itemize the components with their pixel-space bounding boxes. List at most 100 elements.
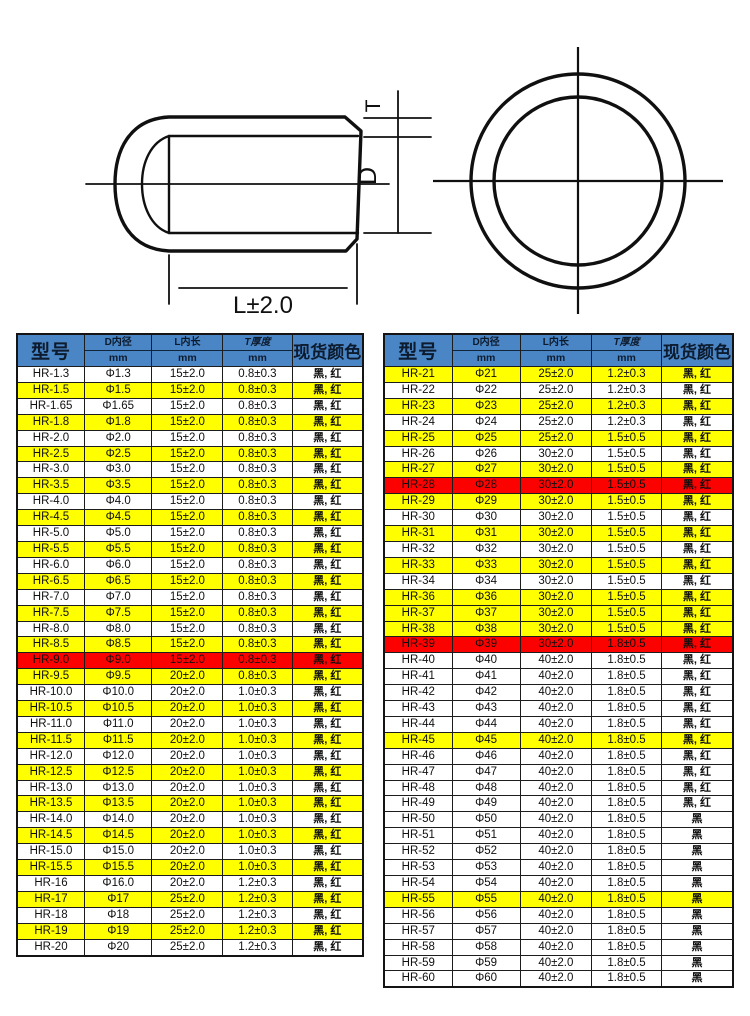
spec-row: HR-14.0 Φ14.0 20±2.0 1.0±0.3 黑, 红 [16, 811, 364, 829]
cell-stock-colors: 黑 [660, 890, 734, 908]
cell-stock-colors: 黑, 红 [660, 668, 734, 686]
spec-row: HR-53 Φ53 40±2.0 1.8±0.5 黑 [383, 859, 734, 876]
spec-row: HR-25 Φ25 25±2.0 1.5±0.5 黑, 红 [383, 429, 734, 447]
cell-model: HR-31 [383, 525, 453, 542]
cell-inner-diameter: Φ17 [83, 890, 153, 908]
cell-thickness: 1.0±0.3 [222, 731, 293, 749]
cell-stock-colors: 黑, 红 [660, 779, 734, 797]
cell-stock-colors: 黑, 红 [660, 556, 734, 574]
cell-inner-diameter: Φ1.5 [83, 381, 153, 399]
cell-inner-diameter: Φ31 [451, 525, 521, 542]
cell-stock-colors: 黑, 红 [291, 763, 364, 781]
cell-inner-diameter: Φ55 [451, 890, 521, 908]
spec-row: HR-54 Φ54 40±2.0 1.8±0.5 黑 [383, 875, 734, 892]
cell-thickness: 1.8±0.5 [591, 938, 662, 956]
cell-stock-colors: 黑, 红 [660, 636, 734, 654]
cell-inner-length: 20±2.0 [151, 715, 224, 733]
cell-inner-diameter: Φ3.5 [83, 477, 153, 495]
header-row: 型号 D内径 mm L内长 mm T厚度 mm 现货颜色 [16, 333, 364, 367]
cell-thickness: 1.5±0.5 [591, 477, 662, 495]
cell-inner-length: 30±2.0 [519, 461, 593, 479]
cell-stock-colors: 黑, 红 [291, 556, 364, 574]
cell-inner-length: 20±2.0 [151, 763, 224, 781]
cell-model: HR-47 [383, 763, 453, 781]
cell-inner-length: 30±2.0 [519, 636, 593, 654]
spec-row: HR-28 Φ28 30±2.0 1.5±0.5 黑, 红 [383, 477, 734, 495]
cell-model: HR-51 [383, 827, 453, 845]
cell-inner-length: 40±2.0 [519, 715, 593, 733]
column-header-l-unit: mm [546, 352, 566, 364]
spec-table-left-body: HR-1.3 Φ1.3 15±2.0 0.8±0.3 黑, 红 HR-1.5 Φ1.5 15±… [16, 366, 364, 957]
cell-inner-diameter: Φ7.0 [83, 588, 153, 606]
cell-inner-diameter: Φ56 [451, 906, 521, 924]
spec-row: HR-13.5 Φ13.5 20±2.0 1.0±0.3 黑, 红 [16, 795, 364, 813]
column-header-stock-colors: 现货颜色 [291, 333, 364, 367]
cell-inner-diameter: Φ5.0 [83, 525, 153, 542]
spec-row: HR-1.3 Φ1.3 15±2.0 0.8±0.3 黑, 红 [16, 366, 364, 383]
cell-stock-colors: 黑, 红 [660, 366, 734, 383]
cell-stock-colors: 黑, 红 [660, 747, 734, 765]
cell-inner-diameter: Φ8.5 [83, 636, 153, 654]
cell-inner-length: 15±2.0 [151, 525, 224, 542]
cell-inner-diameter: Φ33 [451, 556, 521, 574]
cell-inner-length: 25±2.0 [519, 381, 593, 399]
cell-model: HR-57 [383, 922, 453, 940]
cell-inner-diameter: Φ28 [451, 477, 521, 495]
spec-row: HR-12.0 Φ12.0 20±2.0 1.0±0.3 黑, 红 [16, 747, 364, 765]
cell-model: HR-28 [383, 477, 453, 495]
cell-thickness: 1.8±0.5 [591, 811, 662, 829]
cell-model: HR-3.0 [16, 461, 85, 479]
spec-row: HR-4.5 Φ4.5 15±2.0 0.8±0.3 黑, 红 [16, 509, 364, 527]
cell-inner-length: 40±2.0 [519, 922, 593, 940]
cell-thickness: 1.8±0.5 [591, 827, 662, 845]
spec-row: HR-36 Φ36 30±2.0 1.5±0.5 黑, 红 [383, 588, 734, 606]
spec-row: HR-1.8 Φ1.8 15±2.0 0.8±0.3 黑, 红 [16, 413, 364, 431]
spec-row: HR-7.5 Φ7.5 15±2.0 0.8±0.3 黑, 红 [16, 604, 364, 622]
cell-stock-colors: 黑, 红 [291, 715, 364, 733]
cell-inner-diameter: Φ9.5 [83, 668, 153, 686]
cell-inner-length: 15±2.0 [151, 429, 224, 447]
cell-model: HR-23 [383, 397, 453, 415]
cell-inner-length: 40±2.0 [519, 700, 593, 717]
cell-thickness: 1.2±0.3 [222, 922, 293, 940]
cell-stock-colors: 黑, 红 [291, 461, 364, 479]
cell-inner-length: 15±2.0 [151, 588, 224, 606]
spec-row: HR-18 Φ18 25±2.0 1.2±0.3 黑, 红 [16, 906, 364, 924]
cell-inner-diameter: Φ53 [451, 859, 521, 876]
cell-thickness: 1.5±0.5 [591, 509, 662, 527]
cell-model: HR-45 [383, 731, 453, 749]
cell-model: HR-42 [383, 684, 453, 702]
cell-inner-length: 30±2.0 [519, 445, 593, 463]
spec-row: HR-12.5 Φ12.5 20±2.0 1.0±0.3 黑, 红 [16, 763, 364, 781]
cell-inner-length: 30±2.0 [519, 493, 593, 511]
cell-thickness: 1.8±0.5 [591, 700, 662, 717]
cell-stock-colors: 黑, 红 [291, 493, 364, 511]
cell-inner-length: 15±2.0 [151, 381, 224, 399]
spec-row: HR-56 Φ56 40±2.0 1.8±0.5 黑 [383, 906, 734, 924]
cell-model: HR-52 [383, 843, 453, 861]
spec-row: HR-33 Φ33 30±2.0 1.5±0.5 黑, 红 [383, 556, 734, 574]
cell-thickness: 1.0±0.3 [222, 763, 293, 781]
cell-stock-colors: 黑, 红 [660, 572, 734, 590]
cell-stock-colors: 黑, 红 [291, 875, 364, 892]
cell-thickness: 1.5±0.5 [591, 429, 662, 447]
cell-inner-diameter: Φ23 [451, 397, 521, 415]
cell-thickness: 1.8±0.5 [591, 890, 662, 908]
cell-thickness: 1.8±0.5 [591, 715, 662, 733]
cell-model: HR-46 [383, 747, 453, 765]
spec-row: HR-8.0 Φ8.0 15±2.0 0.8±0.3 黑, 红 [16, 620, 364, 638]
cell-inner-diameter: Φ51 [451, 827, 521, 845]
cell-thickness: 1.2±0.3 [591, 413, 662, 431]
cell-inner-diameter: Φ10.0 [83, 684, 153, 702]
cell-stock-colors: 黑 [660, 827, 734, 845]
cell-inner-diameter: Φ41 [451, 668, 521, 686]
cell-stock-colors: 黑, 红 [291, 366, 364, 383]
cell-thickness: 0.8±0.3 [222, 397, 293, 415]
cell-inner-diameter: Φ5.5 [83, 540, 153, 558]
cell-inner-length: 25±2.0 [151, 938, 224, 957]
cell-inner-diameter: Φ4.0 [83, 493, 153, 511]
cell-inner-length: 15±2.0 [151, 540, 224, 558]
spec-row: HR-24 Φ24 25±2.0 1.2±0.3 黑, 红 [383, 413, 734, 431]
cell-inner-diameter: Φ45 [451, 731, 521, 749]
spec-row: HR-31 Φ31 30±2.0 1.5±0.5 黑, 红 [383, 525, 734, 542]
